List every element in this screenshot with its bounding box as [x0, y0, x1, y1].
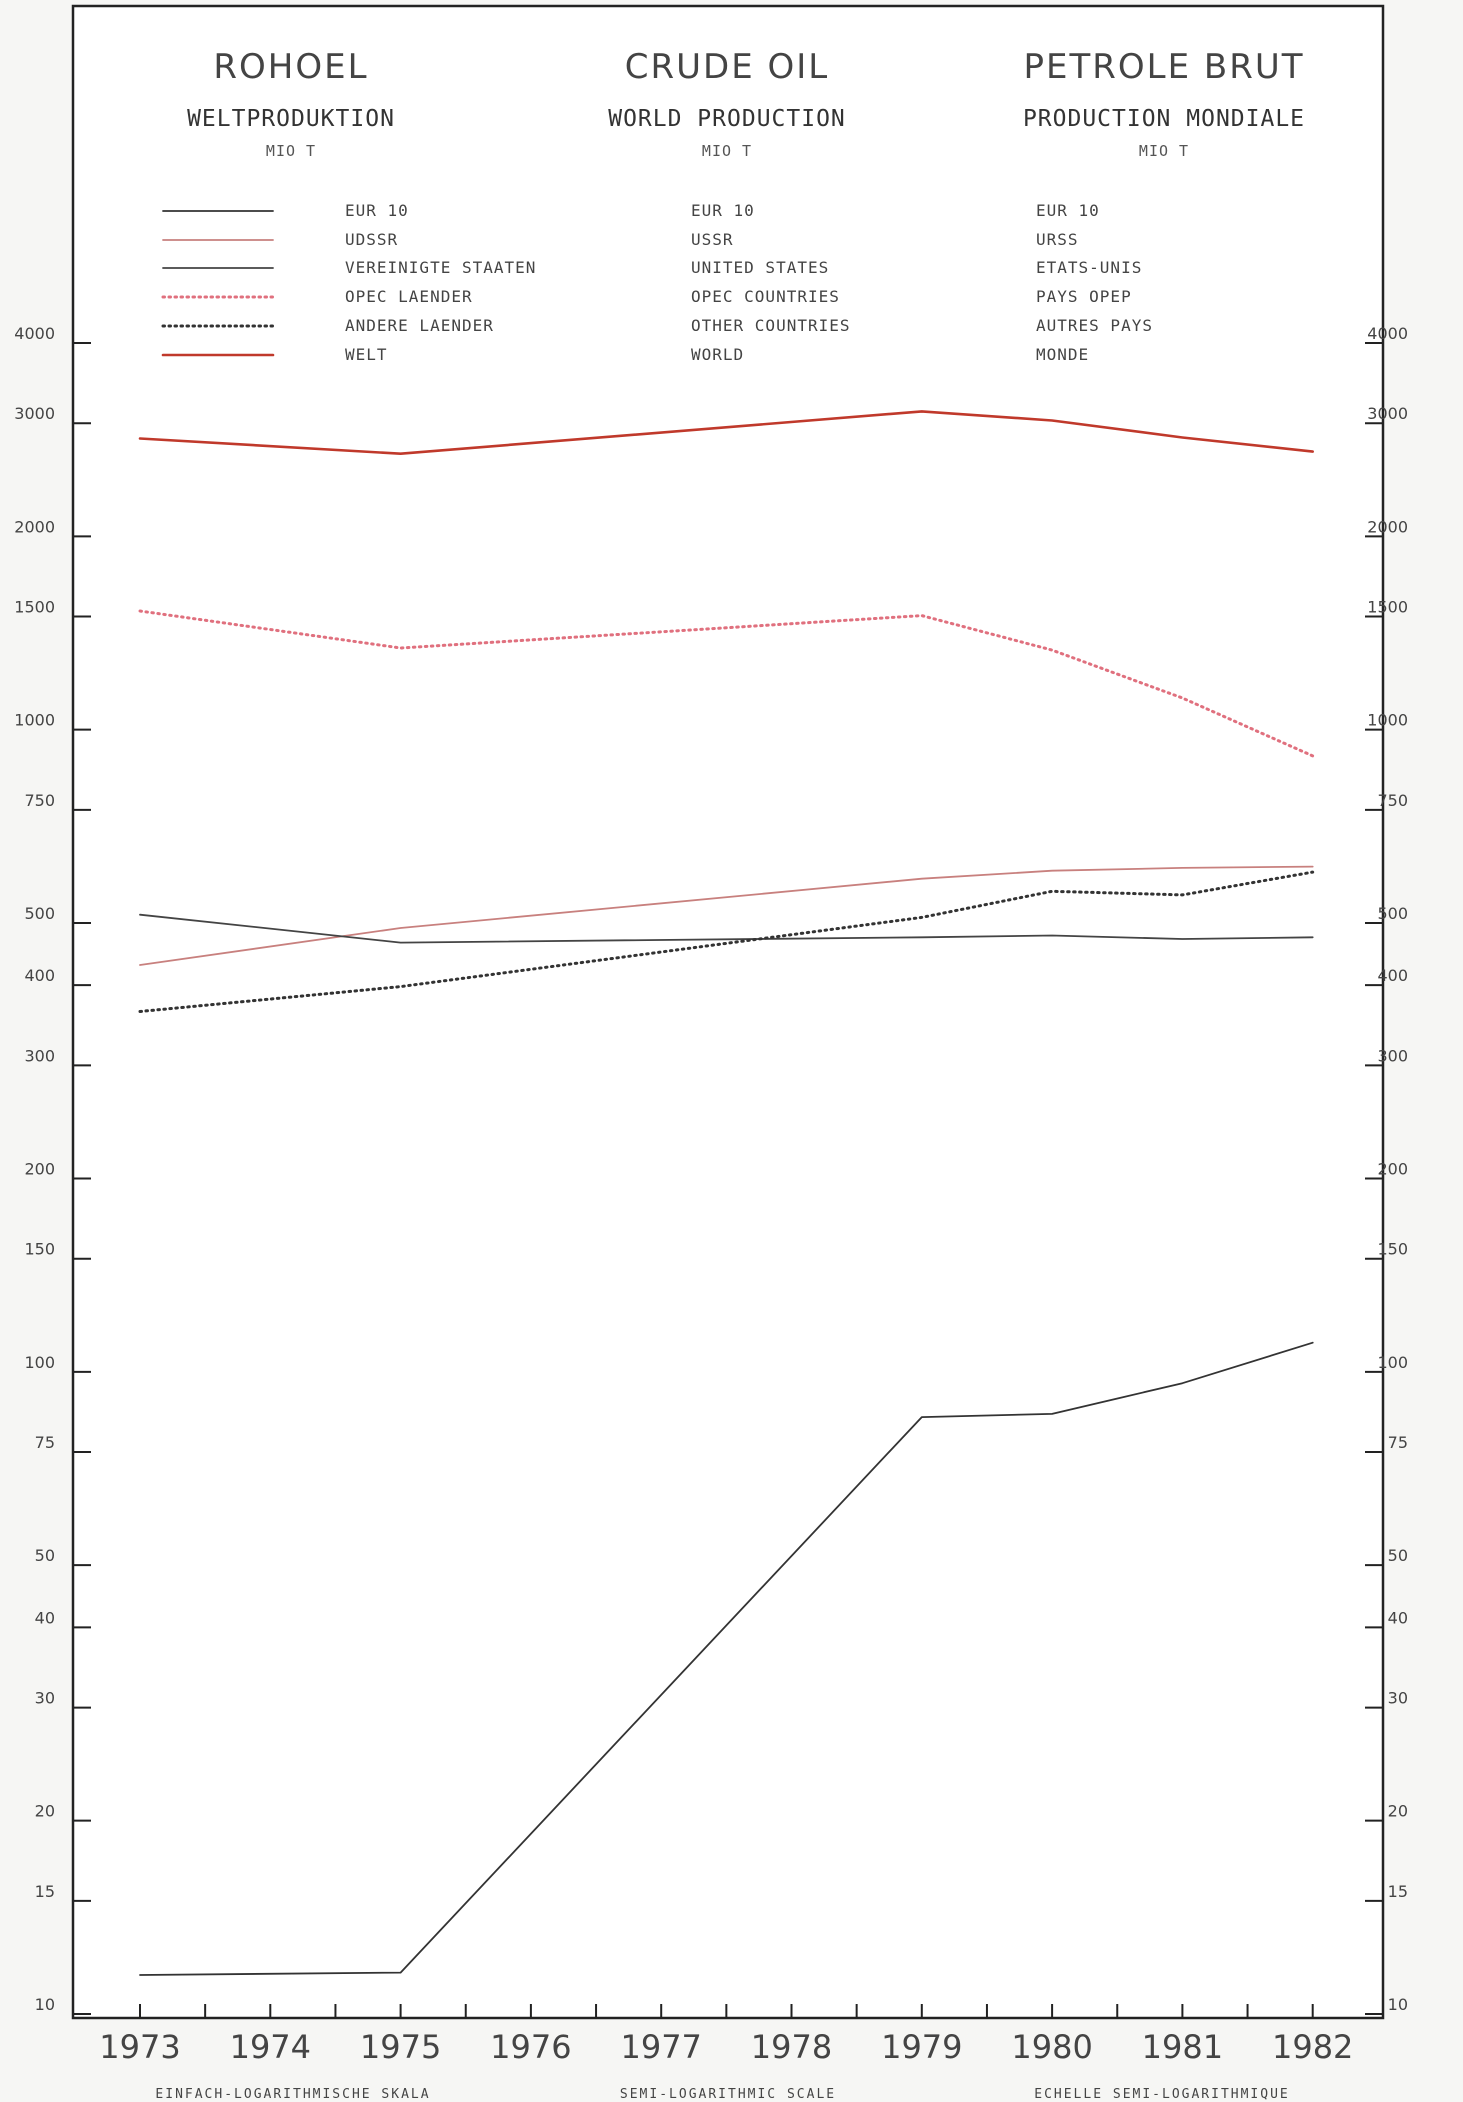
- y-tick-label-right: 50: [1388, 1546, 1408, 1565]
- legend: EUR 10 UDSSR VEREINIGTE STAATEN OPEC LAE…: [161, 201, 1153, 364]
- y-tick-label-left: 10: [35, 1995, 55, 2014]
- legend-en-other: OTHER COUNTRIES: [691, 316, 851, 335]
- footer-de: EINFACH-LOGARITHMISCHE SKALA: [155, 2087, 430, 2102]
- y-tick-label-left: 75: [35, 1433, 55, 1452]
- legend-de-ussr: UDSSR: [345, 230, 398, 249]
- title-de: ROHOEL: [213, 47, 368, 87]
- y-tick-label-right: 75: [1388, 1433, 1408, 1452]
- y-tick-label-right: 1000: [1367, 711, 1408, 730]
- y-tick-label-right: 30: [1388, 1689, 1408, 1708]
- series-line-5: [138, 410, 1314, 456]
- legend-en-ussr: USSR: [691, 230, 734, 249]
- y-tick-label-right: 20: [1388, 1802, 1408, 1821]
- y-tick-label-left: 40: [35, 1608, 55, 1627]
- x-tick-label: 1980: [1011, 2028, 1092, 2066]
- footer-fr: ECHELLE SEMI-LOGARITHMIQUE: [1034, 2087, 1290, 2102]
- y-tick-label-right: 15: [1388, 1882, 1408, 1901]
- legend-swatches: [161, 210, 275, 357]
- y-tick-label-left: 50: [35, 1546, 55, 1565]
- y-tick-label-left: 15: [35, 1882, 55, 1901]
- x-tick-label: 1979: [881, 2028, 962, 2066]
- legend-en-opec: OPEC COUNTRIES: [691, 287, 840, 306]
- y-tick-label-right: 10: [1388, 1995, 1408, 2014]
- legend-de-world: WELT: [345, 345, 388, 364]
- legend-fr-ussr: URSS: [1036, 230, 1079, 249]
- legend-fr-other: AUTRES PAYS: [1036, 316, 1153, 335]
- legend-en-eur10: EUR 10: [691, 201, 755, 220]
- y-tick-label-right: 3000: [1367, 404, 1408, 423]
- y-tick-label-left: 30: [35, 1689, 55, 1708]
- y-tick-label-left: 750: [24, 791, 55, 810]
- x-tick-label: 1977: [620, 2028, 701, 2066]
- x-tick-label: 1978: [751, 2028, 832, 2066]
- y-tick-label-right: 300: [1377, 1046, 1408, 1065]
- y-tick-label-left: 100: [24, 1353, 55, 1372]
- legend-de-eur10: EUR 10: [345, 201, 409, 220]
- legend-de-us: VEREINIGTE STAATEN: [345, 258, 536, 277]
- y-tick-label-left: 2000: [14, 517, 55, 536]
- x-tick-label: 1982: [1272, 2028, 1353, 2066]
- y-tick-label-left: 400: [24, 966, 55, 985]
- series-line-4: [138, 870, 1315, 1013]
- title-en: CRUDE OIL: [625, 47, 829, 87]
- y-tick-label-right: 2000: [1367, 517, 1408, 536]
- unit-de: MIO T: [266, 142, 316, 160]
- y-tick-label-right: 150: [1377, 1240, 1408, 1259]
- y-tick-label-left: 150: [24, 1240, 55, 1259]
- legend-fr-world: MONDE: [1036, 345, 1089, 364]
- x-tick-label: 1975: [360, 2028, 441, 2066]
- y-tick-label-left: 200: [24, 1160, 55, 1179]
- series-line-1: [139, 865, 1314, 966]
- y-tick-label-right: 200: [1377, 1160, 1408, 1179]
- y-tick-label-right: 750: [1377, 791, 1408, 810]
- x-axis: 1973 1974 1975 1976 1977 1978 1979 1980 1981 1982: [99, 2004, 1353, 2066]
- y-axis: 10 10 15 15 20 20 30 30 40 40 50 50 75 75 100 100 150 150…: [14, 324, 1408, 2015]
- y-tick-label-left: 1500: [14, 598, 55, 617]
- x-tick-label: 1973: [99, 2028, 180, 2066]
- subtitle-de: WELTPRODUKTION: [187, 106, 395, 132]
- series-layer: [138, 410, 1315, 1976]
- unit-fr: MIO T: [1139, 142, 1189, 160]
- legend-en-world: WORLD: [691, 345, 744, 364]
- y-tick-label-left: 300: [24, 1046, 55, 1065]
- legend-de-opec: OPEC LAENDER: [345, 287, 473, 306]
- y-tick-label-right: 1500: [1367, 598, 1408, 617]
- y-tick-label-left: 1000: [14, 711, 55, 730]
- legend-en-us: UNITED STATES: [691, 258, 829, 277]
- x-tick-label: 1974: [230, 2028, 311, 2066]
- y-tick-label-right: 100: [1377, 1353, 1408, 1372]
- series-line-0: [139, 1341, 1314, 1976]
- y-tick-label-right: 500: [1377, 904, 1408, 923]
- x-tick-label: 1981: [1142, 2028, 1223, 2066]
- y-tick-label-right: 40: [1388, 1608, 1408, 1627]
- legend-fr-opec: PAYS OPEP: [1036, 287, 1132, 306]
- plot-frame: [71, 4, 1385, 2020]
- y-tick-label-left: 3000: [14, 404, 55, 423]
- legend-fr-eur10: EUR 10: [1036, 201, 1100, 220]
- legend-fr-us: ETATS-UNIS: [1036, 258, 1142, 277]
- series-line-2: [139, 913, 1314, 944]
- legend-de-other: ANDERE LAENDER: [345, 316, 494, 335]
- x-tick-label: 1976: [490, 2028, 571, 2066]
- series-line-3: [138, 609, 1315, 758]
- y-tick-label-left: 4000: [14, 324, 55, 343]
- y-tick-label-left: 20: [35, 1802, 55, 1821]
- subtitle-fr: PRODUCTION MONDIALE: [1023, 106, 1305, 132]
- y-tick-label-right: 4000: [1367, 324, 1408, 343]
- y-tick-label-left: 500: [24, 904, 55, 923]
- y-tick-label-right: 400: [1377, 966, 1408, 985]
- subtitle-en: WORLD PRODUCTION: [608, 106, 846, 132]
- title-fr: PETROLE BRUT: [1024, 47, 1305, 87]
- footer-en: SEMI-LOGARITHMIC SCALE: [620, 2087, 836, 2102]
- unit-en: MIO T: [702, 142, 752, 160]
